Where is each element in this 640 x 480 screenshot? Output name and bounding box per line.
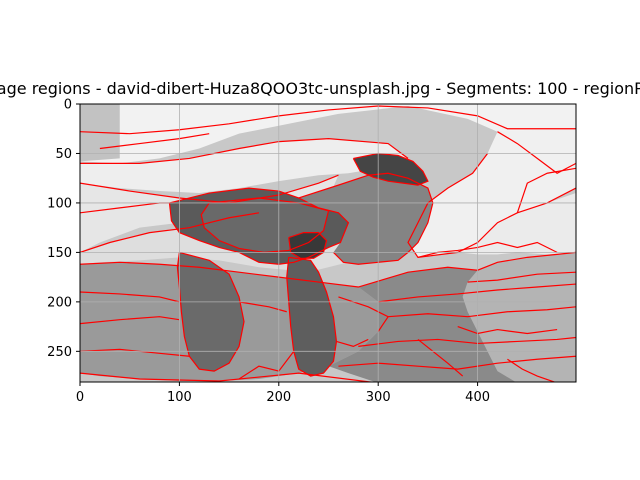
image-region bbox=[80, 104, 576, 164]
x-axis: 0 100 200 300 400 bbox=[76, 382, 490, 405]
chart-title: Image regions - david-dibert-Huza8QOO3tc… bbox=[0, 79, 640, 98]
y-tick-label: 50 bbox=[55, 147, 72, 162]
region-boundary bbox=[388, 306, 576, 318]
region-boundary bbox=[238, 350, 295, 380]
x-tick-label: 0 bbox=[76, 390, 84, 405]
region-boundary bbox=[286, 256, 338, 377]
region-boundary bbox=[507, 358, 557, 382]
image-region bbox=[462, 252, 576, 382]
x-tick-label: 100 bbox=[167, 390, 192, 405]
y-tick-label: 200 bbox=[47, 295, 72, 310]
region-boundary bbox=[80, 372, 376, 382]
region-boundary bbox=[417, 338, 464, 377]
region-boundary bbox=[457, 326, 558, 335]
region-boundary bbox=[336, 338, 369, 348]
region-boundary bbox=[352, 152, 429, 186]
y-tick-label: 250 bbox=[47, 345, 72, 360]
image-region bbox=[288, 232, 327, 259]
region-boundary bbox=[467, 271, 576, 283]
x-tick-label: 400 bbox=[465, 390, 490, 405]
image-region bbox=[328, 267, 516, 382]
image-region bbox=[408, 128, 576, 258]
y-tick-label: 100 bbox=[47, 196, 72, 211]
x-tick-label: 200 bbox=[266, 390, 291, 405]
region-boundary bbox=[80, 316, 180, 325]
image-region bbox=[177, 252, 245, 372]
image-region bbox=[80, 138, 409, 194]
image-region bbox=[457, 193, 576, 255]
region-boundary bbox=[80, 251, 576, 288]
region-boundary bbox=[99, 133, 210, 150]
region-boundary bbox=[80, 291, 180, 303]
plot-frame bbox=[79, 103, 577, 383]
x-tick-label: 300 bbox=[366, 390, 391, 405]
region-boundary bbox=[298, 172, 434, 265]
region-boundary bbox=[80, 212, 260, 253]
image-region bbox=[298, 173, 433, 265]
region-boundary bbox=[516, 167, 576, 214]
region-boundary bbox=[80, 105, 576, 135]
image-region bbox=[353, 153, 428, 186]
y-axis: 0 50 100 150 200 250 bbox=[47, 98, 80, 360]
region-boundary bbox=[176, 251, 245, 372]
y-tick-label: 0 bbox=[64, 98, 72, 113]
y-tick-label: 150 bbox=[47, 246, 72, 261]
region-boundary bbox=[238, 301, 287, 313]
